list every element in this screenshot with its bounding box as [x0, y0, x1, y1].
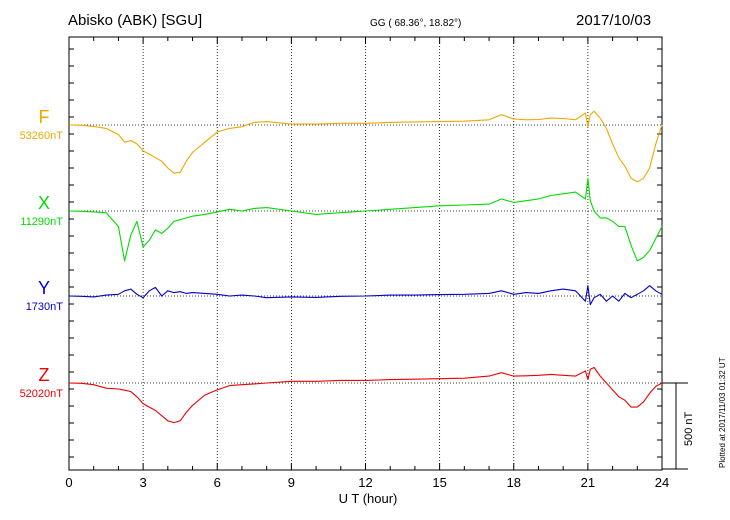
x-tick-label: 0 [65, 475, 72, 490]
date-label: 2017/10/03 [576, 12, 652, 29]
x-axis-ticks: 0 3 6 9 12 15 18 21 24 [65, 37, 669, 490]
series-line-x [68, 177, 663, 262]
plotted-note: Plotted at 2017/11/03 01:32 UT [718, 357, 727, 468]
series-lines [68, 110, 663, 424]
series-line-z [68, 366, 663, 424]
baseline-value-f: 53260nT [20, 130, 64, 142]
series-line-f [68, 110, 663, 183]
component-label-z: Z [39, 365, 50, 385]
baseline-value-y: 1730nT [26, 301, 64, 313]
scale-bar: 500 nT [662, 382, 695, 470]
x-tick-label: 21 [581, 475, 595, 490]
series-line-y [68, 285, 663, 306]
x-tick-label: 18 [507, 475, 521, 490]
x-tick-label: 24 [655, 475, 669, 490]
x-tick-label: 6 [214, 475, 221, 490]
component-label-f: F [39, 107, 50, 127]
x-axis-label: U T (hour) [339, 491, 398, 506]
component-label-x: X [38, 193, 50, 213]
station-title: Abisko (ABK) [SGU] [68, 12, 203, 29]
component-label-y: Y [38, 278, 50, 298]
coordinates: GG ( 68.36°, 18.82°) [370, 18, 462, 29]
baseline-value-z: 52020nT [20, 388, 64, 400]
x-tick-label: 9 [288, 475, 295, 490]
x-tick-label: 15 [432, 475, 446, 490]
baseline-value-x: 11290nT [20, 216, 63, 228]
grid [69, 37, 662, 470]
x-tick-label: 3 [140, 475, 147, 490]
x-tick-label: 12 [358, 475, 372, 490]
scale-bar-label: 500 nT [683, 411, 695, 446]
component-labels: F 53260nT X 11290nT Y 1730nT Z 52020nT [20, 107, 64, 400]
